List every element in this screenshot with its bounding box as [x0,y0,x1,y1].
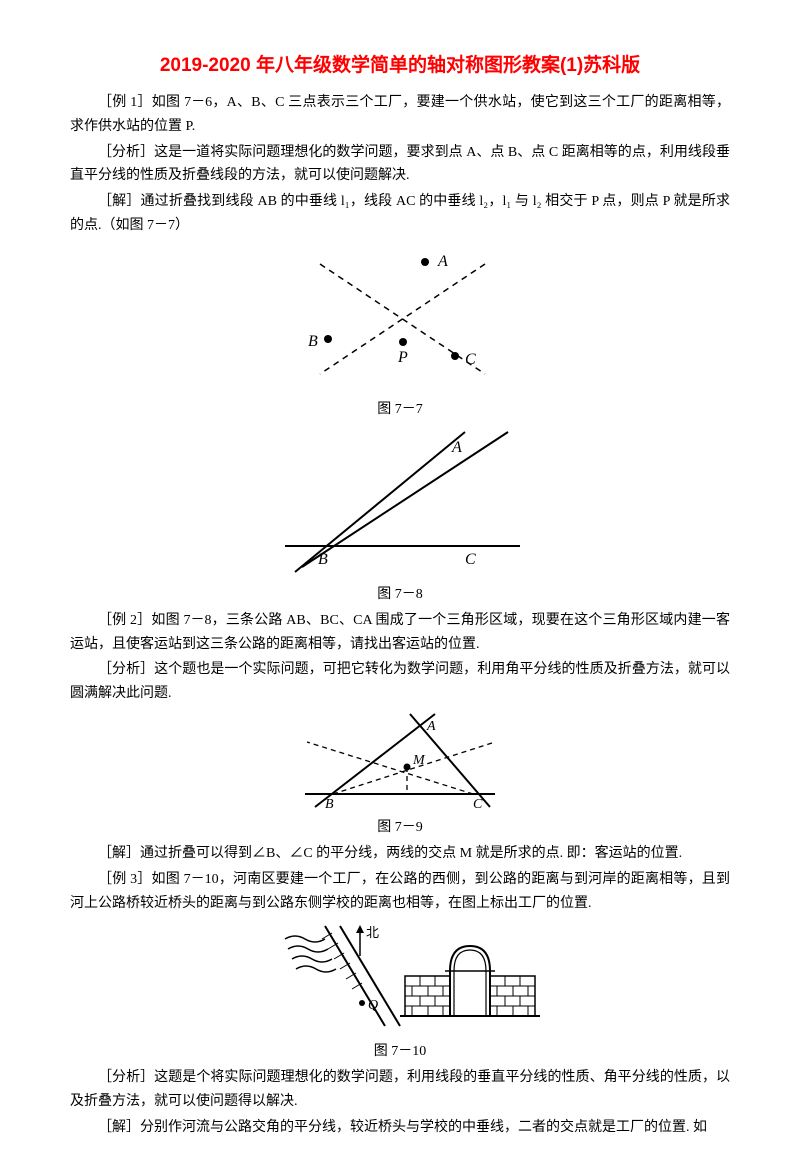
label-P: P [397,349,408,366]
figure-7-7: A B P C [70,244,730,394]
page-title: 2019-2020 年八年级数学简单的轴对称图形教案(1)苏科版 [70,50,730,77]
label-A: A [426,719,436,734]
example3-statement: ［例 3］如图 7－10，河南区要建一个工厂，在公路的西侧，到公路的距离与到河岸… [70,868,730,916]
caption-7-7: 图 7－7 [70,398,730,418]
caption-7-10: 图 7－10 [70,1040,730,1060]
label-A: A [437,253,448,270]
example2-statement: ［例 2］如图 7－8，三条公路 AB、BC、CA 围成了一个三角形区域，现要在… [70,609,730,657]
example1-solution: ［解］通过折叠找到线段 AB 的中垂线 l₁，线段 AC 的中垂线 l₂，l₁ … [70,190,730,238]
label-A: A [451,439,462,456]
caption-7-9: 图 7－9 [70,816,730,836]
label-B: B [308,333,318,350]
label-B: B [325,797,334,812]
example3-solution: ［解］分别作河流与公路交角的平分线，较近桥头与学校的中垂线，二者的交点就是工厂的… [70,1116,730,1140]
example1-statement: ［例 1］如图 7－6，A、B、C 三点表示三个工厂，要建一个供水站，使它到这三… [70,91,730,139]
label-C: C [473,797,483,812]
figure-7-9: A B C M [70,712,730,812]
north-label: 北 [366,925,379,940]
figure-7-10: 北 Q [70,921,730,1036]
label-Q: Q [368,998,378,1013]
figure-7-8: A B C [70,424,730,579]
label-B: B [318,551,328,568]
example2-solution: ［解］通过折叠可以得到∠B、∠C 的平分线，两线的交点 M 就是所求的点. 即：… [70,842,730,866]
label-M: M [412,753,426,768]
label-C: C [465,551,476,568]
example3-analysis: ［分析］这题是个将实际问题理想化的数学问题，利用线段的垂直平分线的性质、角平分线… [70,1066,730,1114]
label-C: C [465,351,476,368]
caption-7-8: 图 7－8 [70,583,730,603]
example2-analysis: ［分析］这个题也是一个实际问题，可把它转化为数学问题，利用角平分线的性质及折叠方… [70,658,730,706]
example1-analysis: ［分析］这是一道将实际问题理想化的数学问题，要求到点 A、点 B、点 C 距离相… [70,141,730,189]
